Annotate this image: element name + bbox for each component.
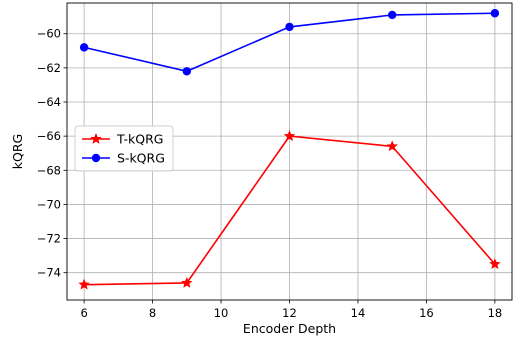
data-point-s-kqrg — [490, 9, 500, 18]
x-tick-label: 6 — [80, 306, 87, 320]
legend-marker-s-kqrg — [91, 153, 101, 163]
data-point-t-kqrg — [78, 278, 90, 290]
data-point-t-kqrg — [386, 140, 398, 152]
y-tick-label: −72 — [37, 232, 61, 246]
legend-label-t-kqrg: T-kQRG — [116, 132, 163, 147]
legend-marker-t-kqrg — [90, 132, 102, 144]
data-point-s-kqrg — [387, 10, 397, 20]
y-axis-label: kQRG — [10, 134, 25, 169]
y-tick-label: −60 — [37, 27, 61, 41]
x-tick-label: 10 — [214, 306, 229, 320]
legend: T-kQRG S-kQRG — [74, 125, 174, 172]
data-point-t-kqrg — [283, 130, 296, 141]
x-axis-label: Encoder Depth — [243, 321, 336, 336]
legend-label-s-kqrg: S-kQRG — [117, 151, 165, 166]
y-tick-label: −62 — [37, 61, 61, 75]
data-point-s-kqrg — [285, 22, 294, 32]
x-tick-label: 18 — [488, 306, 503, 320]
data-point-s-kqrg — [182, 67, 192, 76]
data-point-t-kqrg — [489, 258, 501, 270]
legend-item-t-kqrg: T-kQRG — [82, 132, 163, 147]
data-point-t-kqrg — [181, 276, 193, 288]
y-tick-label: −64 — [37, 95, 61, 109]
y-tick-label: −74 — [37, 266, 61, 280]
series-layer — [78, 9, 501, 290]
legend-item-s-kqrg: S-kQRG — [82, 151, 165, 166]
y-tick-label: −66 — [37, 129, 61, 143]
x-tick-label: 12 — [282, 306, 297, 320]
series-s-kqrg — [79, 9, 500, 76]
y-tick-label: −68 — [37, 163, 61, 177]
series-t-kqrg — [78, 130, 501, 290]
x-tick-label: 16 — [419, 306, 434, 320]
data-point-s-kqrg — [79, 43, 89, 52]
x-tick-label: 8 — [149, 306, 156, 320]
x-tick-label: 14 — [351, 306, 366, 320]
y-tick-label: −70 — [37, 197, 61, 211]
axis-ticks: 6 8 10 12 14 16 18 −74 −72 −70 −68 −66 −64 −62 −60 — [37, 27, 502, 320]
